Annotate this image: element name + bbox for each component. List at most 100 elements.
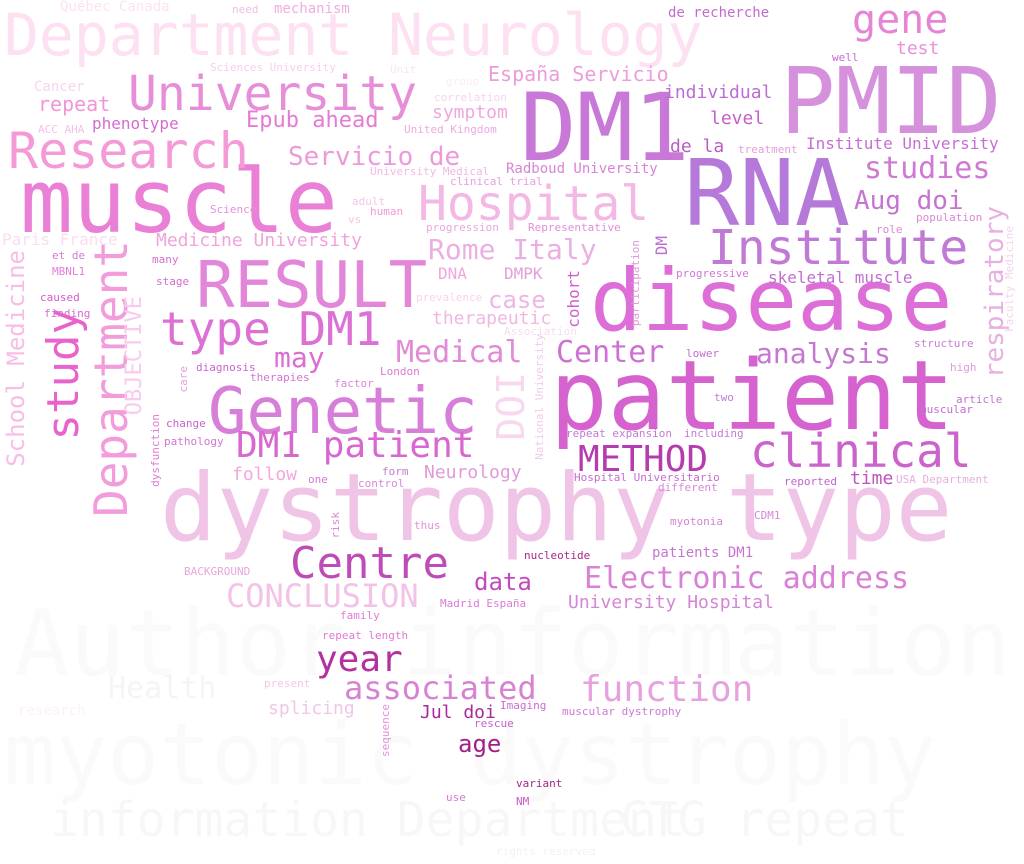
word: present	[264, 677, 311, 690]
word: DM1	[520, 74, 690, 183]
word: test	[896, 38, 940, 59]
word: reported	[784, 475, 837, 488]
word: muscular	[920, 403, 973, 416]
word: CONCLUSION	[226, 577, 419, 615]
word: Health	[108, 671, 217, 706]
word: age	[458, 730, 502, 758]
word: Paris France	[2, 230, 118, 249]
word: treatment	[738, 143, 798, 156]
word: Centre	[290, 538, 449, 589]
word: Epub ahead	[246, 108, 379, 133]
word: muscle	[20, 150, 338, 253]
word: Sciences University	[210, 61, 336, 74]
word: study	[38, 308, 89, 441]
word: USA Department	[896, 473, 989, 486]
word: disease	[590, 251, 953, 351]
word: Unit	[390, 63, 417, 76]
word: Québec Canada	[60, 0, 170, 15]
word: University Medical	[370, 165, 490, 178]
word: Department Neurology	[4, 1, 703, 69]
word: information Department	[50, 792, 686, 848]
word: type DM1	[160, 302, 382, 356]
word: DNA	[438, 264, 467, 283]
word: patient	[550, 340, 955, 452]
word: use	[446, 791, 466, 804]
word: dysfunction	[149, 414, 162, 487]
word: need	[232, 3, 259, 16]
word: year	[316, 639, 403, 680]
word: dystrophy type	[160, 454, 953, 563]
word: lower	[686, 347, 720, 360]
word: function	[580, 669, 754, 710]
word: control	[358, 477, 405, 490]
word: progressive	[676, 267, 749, 280]
word: de la	[670, 136, 725, 157]
word: individual	[664, 82, 773, 103]
word: España Servicio	[488, 62, 669, 86]
word: patients DM1	[652, 545, 754, 561]
word: pathology	[164, 435, 224, 448]
word: time	[850, 468, 894, 489]
word: follow	[232, 464, 298, 485]
word: Institute	[708, 220, 969, 276]
word: case	[488, 286, 546, 314]
word: DMPK	[504, 264, 543, 283]
word: human	[370, 205, 404, 218]
word: rescue	[474, 717, 514, 730]
word: factor	[334, 377, 374, 390]
word: risk	[329, 512, 342, 539]
word: rights reserved	[496, 845, 596, 858]
word: myotonia	[670, 515, 723, 528]
word: thus	[414, 519, 441, 532]
word: form	[382, 465, 409, 478]
word: nucleotide	[524, 549, 591, 562]
word: muscular dystrophy	[562, 705, 682, 718]
word: well	[832, 51, 859, 64]
word: Hospital	[418, 176, 650, 232]
word: group	[446, 75, 480, 88]
word: Science	[210, 203, 257, 216]
word: et de	[52, 249, 86, 262]
word: repeat length	[322, 629, 409, 642]
word: School Medicine	[2, 250, 30, 467]
word: myotonic dystrophy	[4, 705, 936, 805]
word: many	[152, 253, 179, 266]
word: different	[658, 481, 718, 494]
word: diagnosis	[196, 361, 256, 374]
word: OBJECTIVE	[122, 296, 147, 416]
word: gene	[852, 0, 949, 43]
word: Institute University	[806, 134, 999, 153]
word: research	[18, 703, 86, 719]
word: stage	[156, 275, 190, 288]
word: Cancer	[34, 79, 85, 95]
word: participation	[629, 240, 642, 327]
word: Neurology	[424, 462, 522, 483]
word: high	[950, 361, 977, 374]
word: variant	[516, 777, 563, 790]
word: ACC AHA	[38, 123, 85, 136]
word: Research	[8, 122, 249, 180]
word: data	[474, 568, 532, 596]
word: RNA	[684, 140, 851, 247]
word: Association	[504, 325, 577, 338]
word: mechanism	[274, 1, 350, 17]
word: therapeutic	[432, 308, 552, 329]
word: progression	[426, 221, 499, 234]
word: sequence	[379, 704, 392, 757]
word: Representative	[528, 221, 621, 234]
word: studies	[864, 151, 991, 186]
word: analysis	[756, 337, 891, 370]
word: structure	[914, 337, 974, 350]
word: DM1 patient	[236, 425, 475, 466]
word: adult	[352, 195, 386, 208]
word: including	[684, 427, 744, 440]
word: DOI	[489, 372, 533, 441]
word: care	[177, 366, 190, 393]
word: Faculty Medicine	[1003, 226, 1016, 332]
word: repeat expansion	[566, 427, 672, 440]
word: Imaging	[500, 699, 547, 712]
word: Radboud University	[506, 161, 658, 177]
word: repeat	[38, 92, 111, 116]
word: splicing	[268, 698, 355, 719]
word: level	[710, 108, 765, 129]
